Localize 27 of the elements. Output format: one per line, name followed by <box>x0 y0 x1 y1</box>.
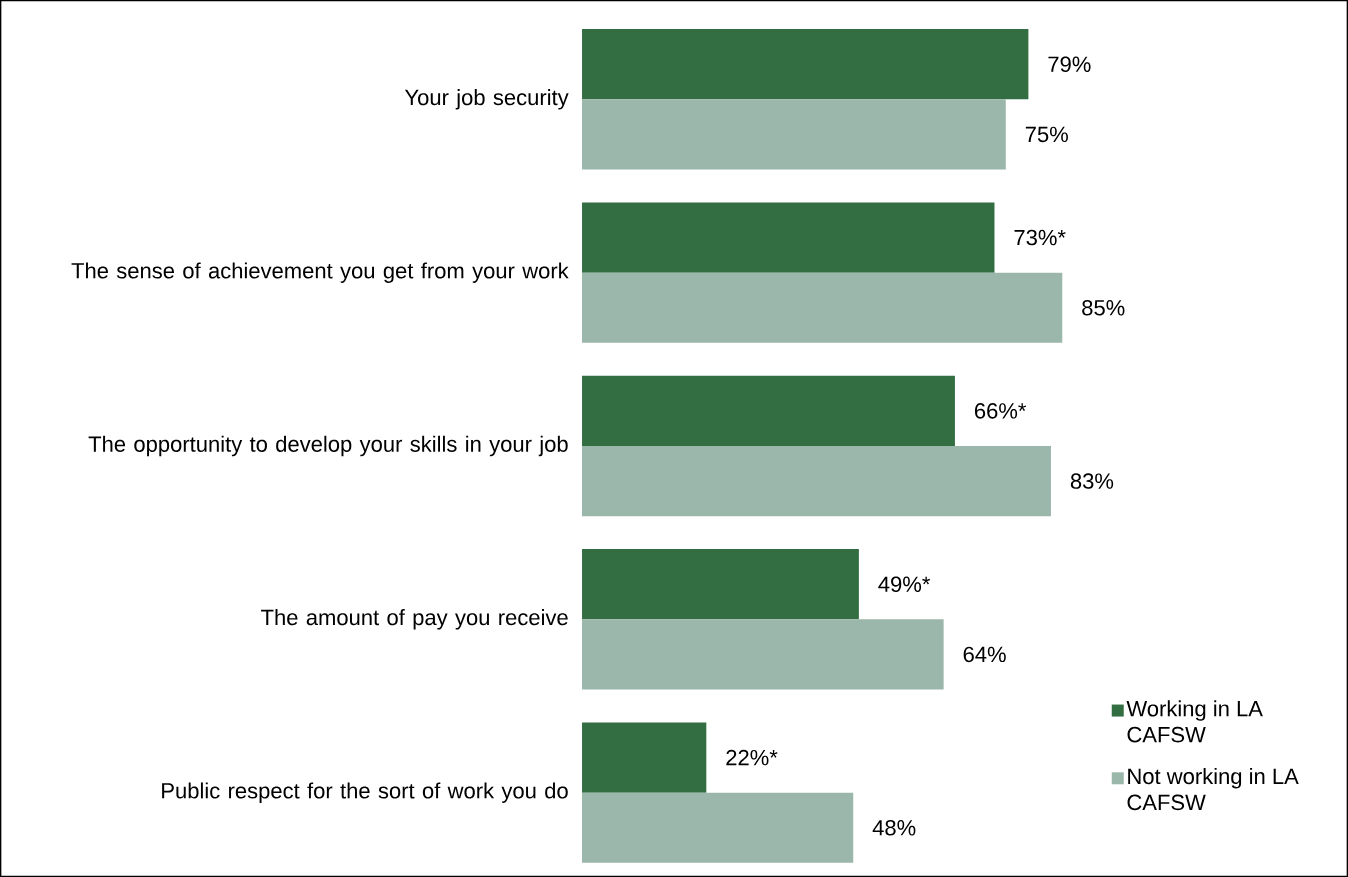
legend-label: Working in LA CAFSW <box>1126 700 1263 743</box>
y-tick-label: Public respect for the sort of work you do <box>162 782 568 803</box>
y-tick-label: The opportunity to develop your skills in your job <box>88 435 568 457</box>
data-label: 85% <box>1082 299 1125 316</box>
bar <box>582 272 1063 343</box>
bar <box>582 99 1006 170</box>
data-label: 66%* <box>974 403 1027 419</box>
bar <box>582 445 1051 517</box>
data-label: 49%* <box>878 576 931 592</box>
bar <box>582 619 944 690</box>
data-label: 79% <box>1048 56 1091 72</box>
data-label: 83% <box>1070 473 1114 489</box>
y-tick-label: The amount of pay you receive <box>261 609 568 630</box>
y-tick-label: The sense of achievement you get from your work <box>71 262 569 283</box>
legend-label: Not working in LA CAFSW <box>1127 768 1299 811</box>
bar <box>582 29 1029 100</box>
data-label: 22%* <box>726 749 778 766</box>
bar <box>582 722 707 793</box>
y-tick-label: Your job security <box>404 89 569 110</box>
bar <box>582 549 859 620</box>
bar <box>582 202 995 273</box>
data-label: 64% <box>963 646 1006 663</box>
data-label: 75% <box>1025 126 1068 143</box>
bar <box>582 792 854 863</box>
data-label: 48% <box>872 819 916 836</box>
data-label: 73%* <box>1014 229 1066 246</box>
bar <box>582 375 955 446</box>
